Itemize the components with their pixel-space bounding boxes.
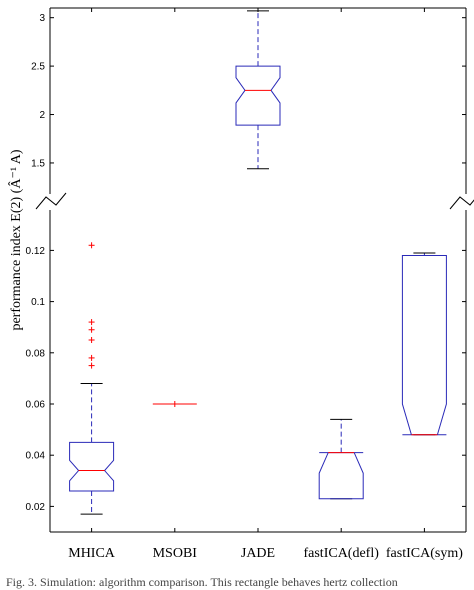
y-tick-label-upper: 2 [39, 110, 45, 121]
x-tick-label: MSOBI [153, 546, 198, 561]
y-tick-label-upper: 1.5 [31, 158, 45, 169]
axes-group: 1.5 2 2.5 3 0.02 0.04 0.06 0.08 0.1 0.12 MHICA MSOB… [26, 7, 474, 561]
marks-group [69, 10, 447, 515]
y-tick-label-lower: 0.02 [26, 502, 46, 513]
y-tick-label-lower: 0.06 [26, 400, 46, 411]
x-tick-label: MHICA [68, 546, 116, 561]
y-tick-label-lower: 0.12 [26, 246, 46, 257]
figure-caption: Fig. 3. Simulation: algorithm comparison… [6, 575, 398, 589]
y-tick-label-upper: 2.5 [31, 62, 45, 73]
y-tick-label-lower: 0.1 [31, 297, 45, 308]
y-axis-label: performance index E(2) (Â⁻¹ A) [7, 149, 24, 330]
x-tick-label: fastICA(defl) [303, 546, 379, 561]
box-body [235, 65, 281, 126]
y-tick-label-upper: 3 [39, 13, 45, 24]
x-tick-label: JADE [241, 546, 275, 561]
y-tick-label-lower: 0.04 [26, 451, 46, 462]
x-tick-label: fastICA(sym) [386, 546, 463, 561]
box-body [69, 441, 115, 492]
box-body [401, 255, 447, 436]
axis-break-right [449, 196, 474, 210]
axis-break-left [35, 192, 67, 210]
box-body [318, 452, 364, 500]
y-tick-label-lower: 0.08 [26, 348, 46, 359]
